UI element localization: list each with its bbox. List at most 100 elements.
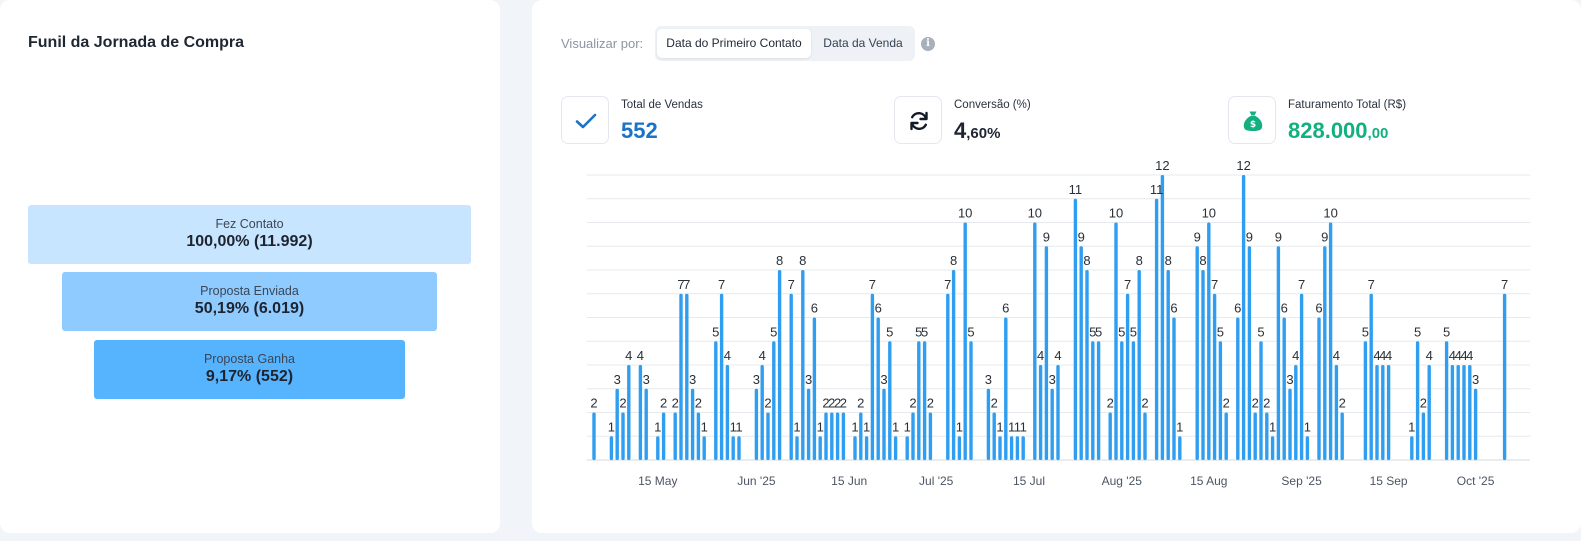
chart-bar[interactable] bbox=[1114, 222, 1118, 461]
chart-bar[interactable] bbox=[1415, 341, 1420, 460]
chart-bar[interactable] bbox=[882, 388, 886, 460]
chart-bar[interactable] bbox=[789, 293, 793, 460]
chart-bar[interactable] bbox=[656, 436, 660, 460]
chart-bar[interactable] bbox=[1137, 270, 1141, 460]
chart-bar[interactable] bbox=[1468, 365, 1472, 460]
chart-bar[interactable] bbox=[621, 412, 625, 461]
chart-bar[interactable] bbox=[673, 412, 677, 461]
chart-bar[interactable] bbox=[1375, 365, 1379, 460]
chart-bar[interactable] bbox=[766, 412, 770, 461]
chart-bar[interactable] bbox=[661, 412, 666, 461]
chart-bar[interactable] bbox=[1305, 436, 1310, 460]
chart-bar[interactable] bbox=[1009, 436, 1014, 460]
chart-bar[interactable] bbox=[702, 436, 706, 460]
chart-bar[interactable] bbox=[1131, 341, 1136, 460]
chart-bar[interactable] bbox=[754, 388, 759, 460]
chart-bar[interactable] bbox=[812, 317, 817, 461]
chart-bar[interactable] bbox=[1154, 198, 1159, 460]
chart-bar[interactable] bbox=[1218, 341, 1223, 460]
chart-bar[interactable] bbox=[1381, 365, 1385, 460]
chart-bar[interactable] bbox=[1201, 270, 1205, 460]
chart-bar[interactable] bbox=[1212, 293, 1217, 460]
chart-bar[interactable] bbox=[1323, 246, 1327, 460]
chart-bar[interactable] bbox=[1178, 436, 1182, 460]
chart-bar[interactable] bbox=[818, 436, 822, 460]
chart-bar[interactable] bbox=[1259, 341, 1263, 460]
chart-bar[interactable] bbox=[830, 412, 834, 461]
chart-bar[interactable] bbox=[1369, 293, 1373, 460]
funnel-stage-proposta-ganha[interactable]: Proposta Ganha 9,17% (552) bbox=[94, 340, 405, 399]
chart-bar[interactable] bbox=[760, 365, 764, 460]
chart-bar[interactable] bbox=[1282, 317, 1286, 461]
chart-bar[interactable] bbox=[725, 365, 730, 460]
chart-bar[interactable] bbox=[963, 222, 967, 461]
chart-bar[interactable] bbox=[714, 341, 718, 460]
chart-bar[interactable] bbox=[777, 270, 782, 460]
chart-bar[interactable] bbox=[1073, 198, 1078, 460]
chart-bar[interactable] bbox=[1427, 365, 1431, 460]
chart-bar[interactable] bbox=[1224, 412, 1228, 461]
chart-bar[interactable] bbox=[1270, 436, 1275, 460]
chart-bar[interactable] bbox=[1421, 412, 1426, 461]
chart-bar[interactable] bbox=[644, 388, 648, 460]
chart-bar[interactable] bbox=[1207, 222, 1211, 461]
chart-bar[interactable] bbox=[1473, 388, 1478, 460]
chart-bar[interactable] bbox=[1085, 270, 1089, 460]
chart-bar[interactable] bbox=[696, 412, 701, 461]
chart-bar[interactable] bbox=[853, 436, 857, 460]
chart-bar[interactable] bbox=[1363, 341, 1368, 460]
chart-bar[interactable] bbox=[1265, 412, 1269, 461]
chart-bar[interactable] bbox=[841, 412, 846, 461]
chart-bar[interactable] bbox=[969, 341, 973, 460]
chart-bar[interactable] bbox=[1328, 222, 1333, 461]
chart-bar[interactable] bbox=[1502, 293, 1507, 460]
funnel-stage-proposta-enviada[interactable]: Proposta Enviada 50,19% (6.019) bbox=[62, 272, 437, 331]
chart-bar[interactable] bbox=[1236, 317, 1240, 461]
chart-bar[interactable] bbox=[998, 436, 1002, 460]
chart-bar[interactable] bbox=[1079, 246, 1083, 460]
funnel-stage-contato[interactable]: Fez Contato 100,00% (11.992) bbox=[28, 205, 471, 264]
chart-bar[interactable] bbox=[1096, 341, 1101, 460]
chart-bar[interactable] bbox=[1050, 388, 1054, 460]
chart-bar[interactable] bbox=[1294, 365, 1298, 460]
chart-bar[interactable] bbox=[951, 270, 956, 460]
info-icon[interactable]: i bbox=[921, 37, 935, 51]
chart-bar[interactable] bbox=[615, 388, 619, 460]
chart-bar[interactable] bbox=[1444, 341, 1449, 460]
chart-bar[interactable] bbox=[835, 412, 840, 461]
chart-bar[interactable] bbox=[737, 436, 741, 460]
chart-bar[interactable] bbox=[957, 436, 962, 460]
chart-bar[interactable] bbox=[609, 436, 614, 460]
chart-bar[interactable] bbox=[1462, 365, 1466, 460]
chart-bar[interactable] bbox=[1120, 341, 1124, 460]
chart-bar[interactable] bbox=[922, 341, 927, 460]
chart-bar[interactable] bbox=[992, 412, 996, 461]
chart-bar[interactable] bbox=[1241, 175, 1246, 460]
chart-bar[interactable] bbox=[911, 412, 915, 461]
chart-bar[interactable] bbox=[1195, 246, 1199, 460]
chart-bar[interactable] bbox=[864, 436, 869, 460]
chart-bar[interactable] bbox=[1276, 246, 1281, 460]
toggle-sale-date[interactable]: Data da Venda bbox=[823, 36, 903, 50]
chart-bar[interactable] bbox=[1172, 317, 1176, 461]
chart-bar[interactable] bbox=[946, 293, 950, 460]
chart-bar[interactable] bbox=[888, 341, 892, 460]
chart-bar[interactable] bbox=[1108, 412, 1112, 461]
chart-bar[interactable] bbox=[1038, 365, 1043, 460]
chart-bar[interactable] bbox=[592, 412, 596, 461]
chart-bar[interactable] bbox=[638, 365, 643, 460]
chart-bar[interactable] bbox=[1299, 293, 1304, 460]
chart-bar[interactable] bbox=[1044, 246, 1049, 460]
chart-bar[interactable] bbox=[824, 412, 828, 461]
chart-bar[interactable] bbox=[719, 293, 724, 460]
chart-bar[interactable] bbox=[1334, 365, 1339, 460]
chart-bar[interactable] bbox=[1386, 365, 1391, 460]
chart-bar[interactable] bbox=[1247, 246, 1252, 460]
chart-bar[interactable] bbox=[1033, 222, 1037, 461]
chart-bar[interactable] bbox=[1450, 365, 1455, 460]
chart-bar[interactable] bbox=[1143, 412, 1147, 461]
chart-bar[interactable] bbox=[690, 388, 695, 460]
chart-bar[interactable] bbox=[806, 388, 811, 460]
chart-bar[interactable] bbox=[1288, 388, 1292, 460]
chart-bar[interactable] bbox=[928, 412, 933, 461]
